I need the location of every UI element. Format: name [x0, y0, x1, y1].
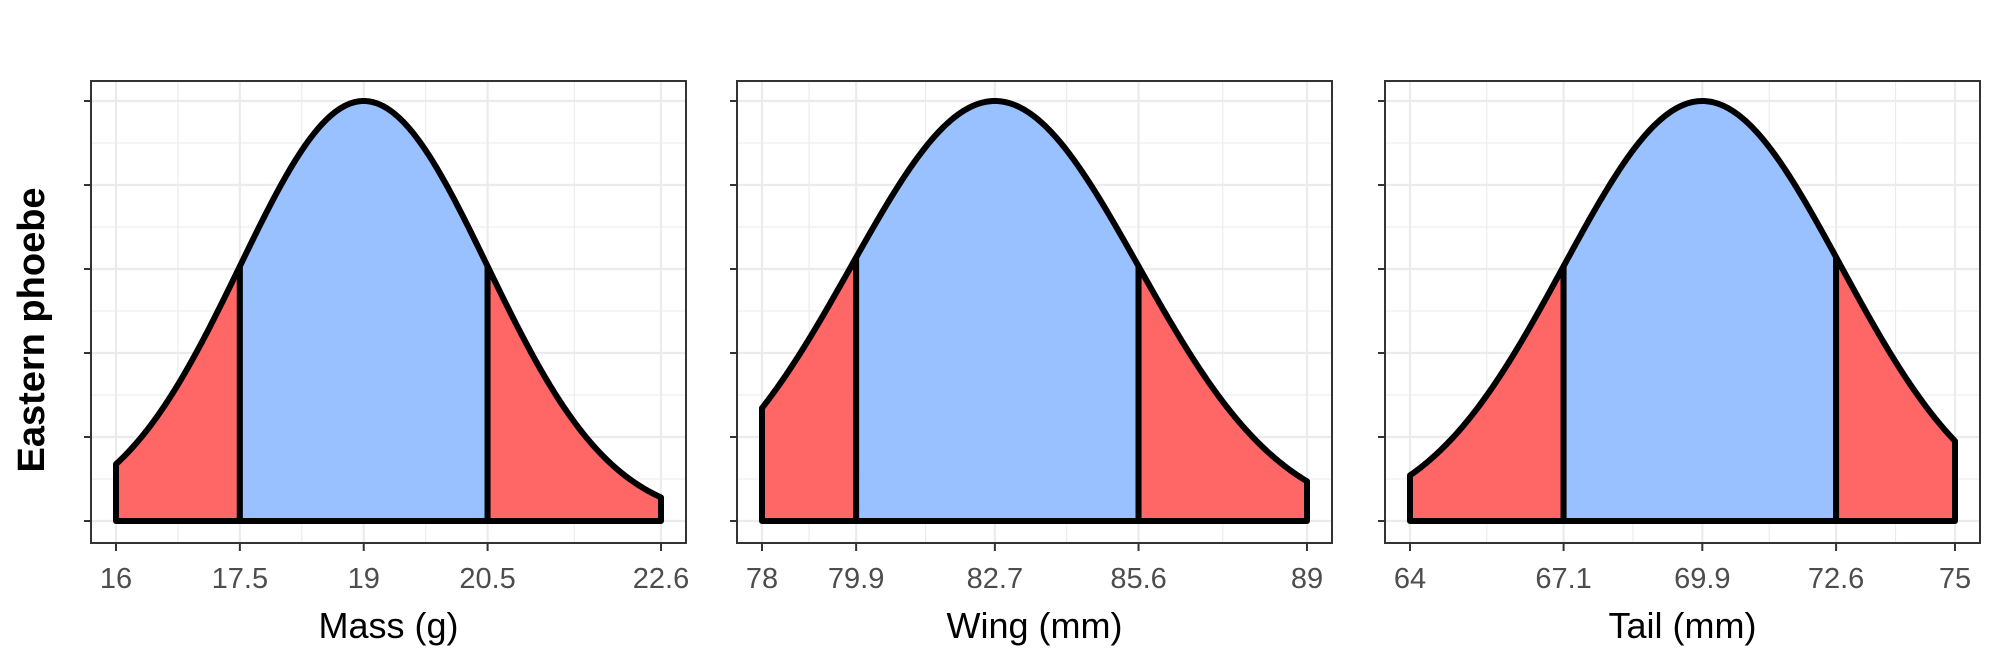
x-tick-label: 69.9 [1674, 563, 1730, 595]
x-tick-label: 79.9 [828, 563, 884, 595]
x-tick-label: 16 [100, 563, 132, 595]
x-tick-label: 19 [348, 563, 380, 595]
x-tick-label: 72.6 [1808, 563, 1864, 595]
panel-border [90, 80, 687, 544]
x-axis-title: Mass (g) [318, 605, 458, 646]
right-tail-area [484, 263, 664, 524]
left-tail-area [1407, 263, 1567, 524]
x-tick-label: 22.6 [633, 563, 689, 595]
right-tail-area [1135, 263, 1310, 524]
center-area [236, 98, 491, 524]
panel-border [1384, 80, 1981, 544]
chart-panel-3: 64 67.1 69.9 72.6 75 Tail (mm) [1378, 80, 1981, 646]
right-tail-area [1833, 254, 1958, 524]
x-axis-title: Tail (mm) [1609, 605, 1757, 646]
y-axis-title: Eastern phoebe [11, 187, 53, 472]
chart-panel-1: 16 17.5 19 20.5 22.6 Mass (g) [84, 80, 689, 646]
left-tail-area [113, 263, 243, 524]
chart-panel-2: 78 79.9 82.7 85.6 89 Wing (mm) [730, 80, 1333, 646]
left-tail-area [759, 254, 860, 524]
panel-border [736, 80, 1333, 544]
center-area [1560, 98, 1840, 524]
x-tick-label: 89 [1291, 563, 1323, 595]
x-axis-title: Wing (mm) [947, 605, 1123, 646]
x-tick-label: 75 [1939, 563, 1971, 595]
x-tick-label: 17.5 [212, 563, 268, 595]
x-tick-label: 64 [1394, 563, 1426, 595]
x-tick-label: 67.1 [1535, 563, 1591, 595]
x-tick-label: 85.6 [1110, 563, 1166, 595]
center-area [853, 98, 1142, 524]
x-tick-label: 82.7 [967, 563, 1023, 595]
x-tick-label: 20.5 [459, 563, 515, 595]
x-tick-label: 78 [746, 563, 778, 595]
